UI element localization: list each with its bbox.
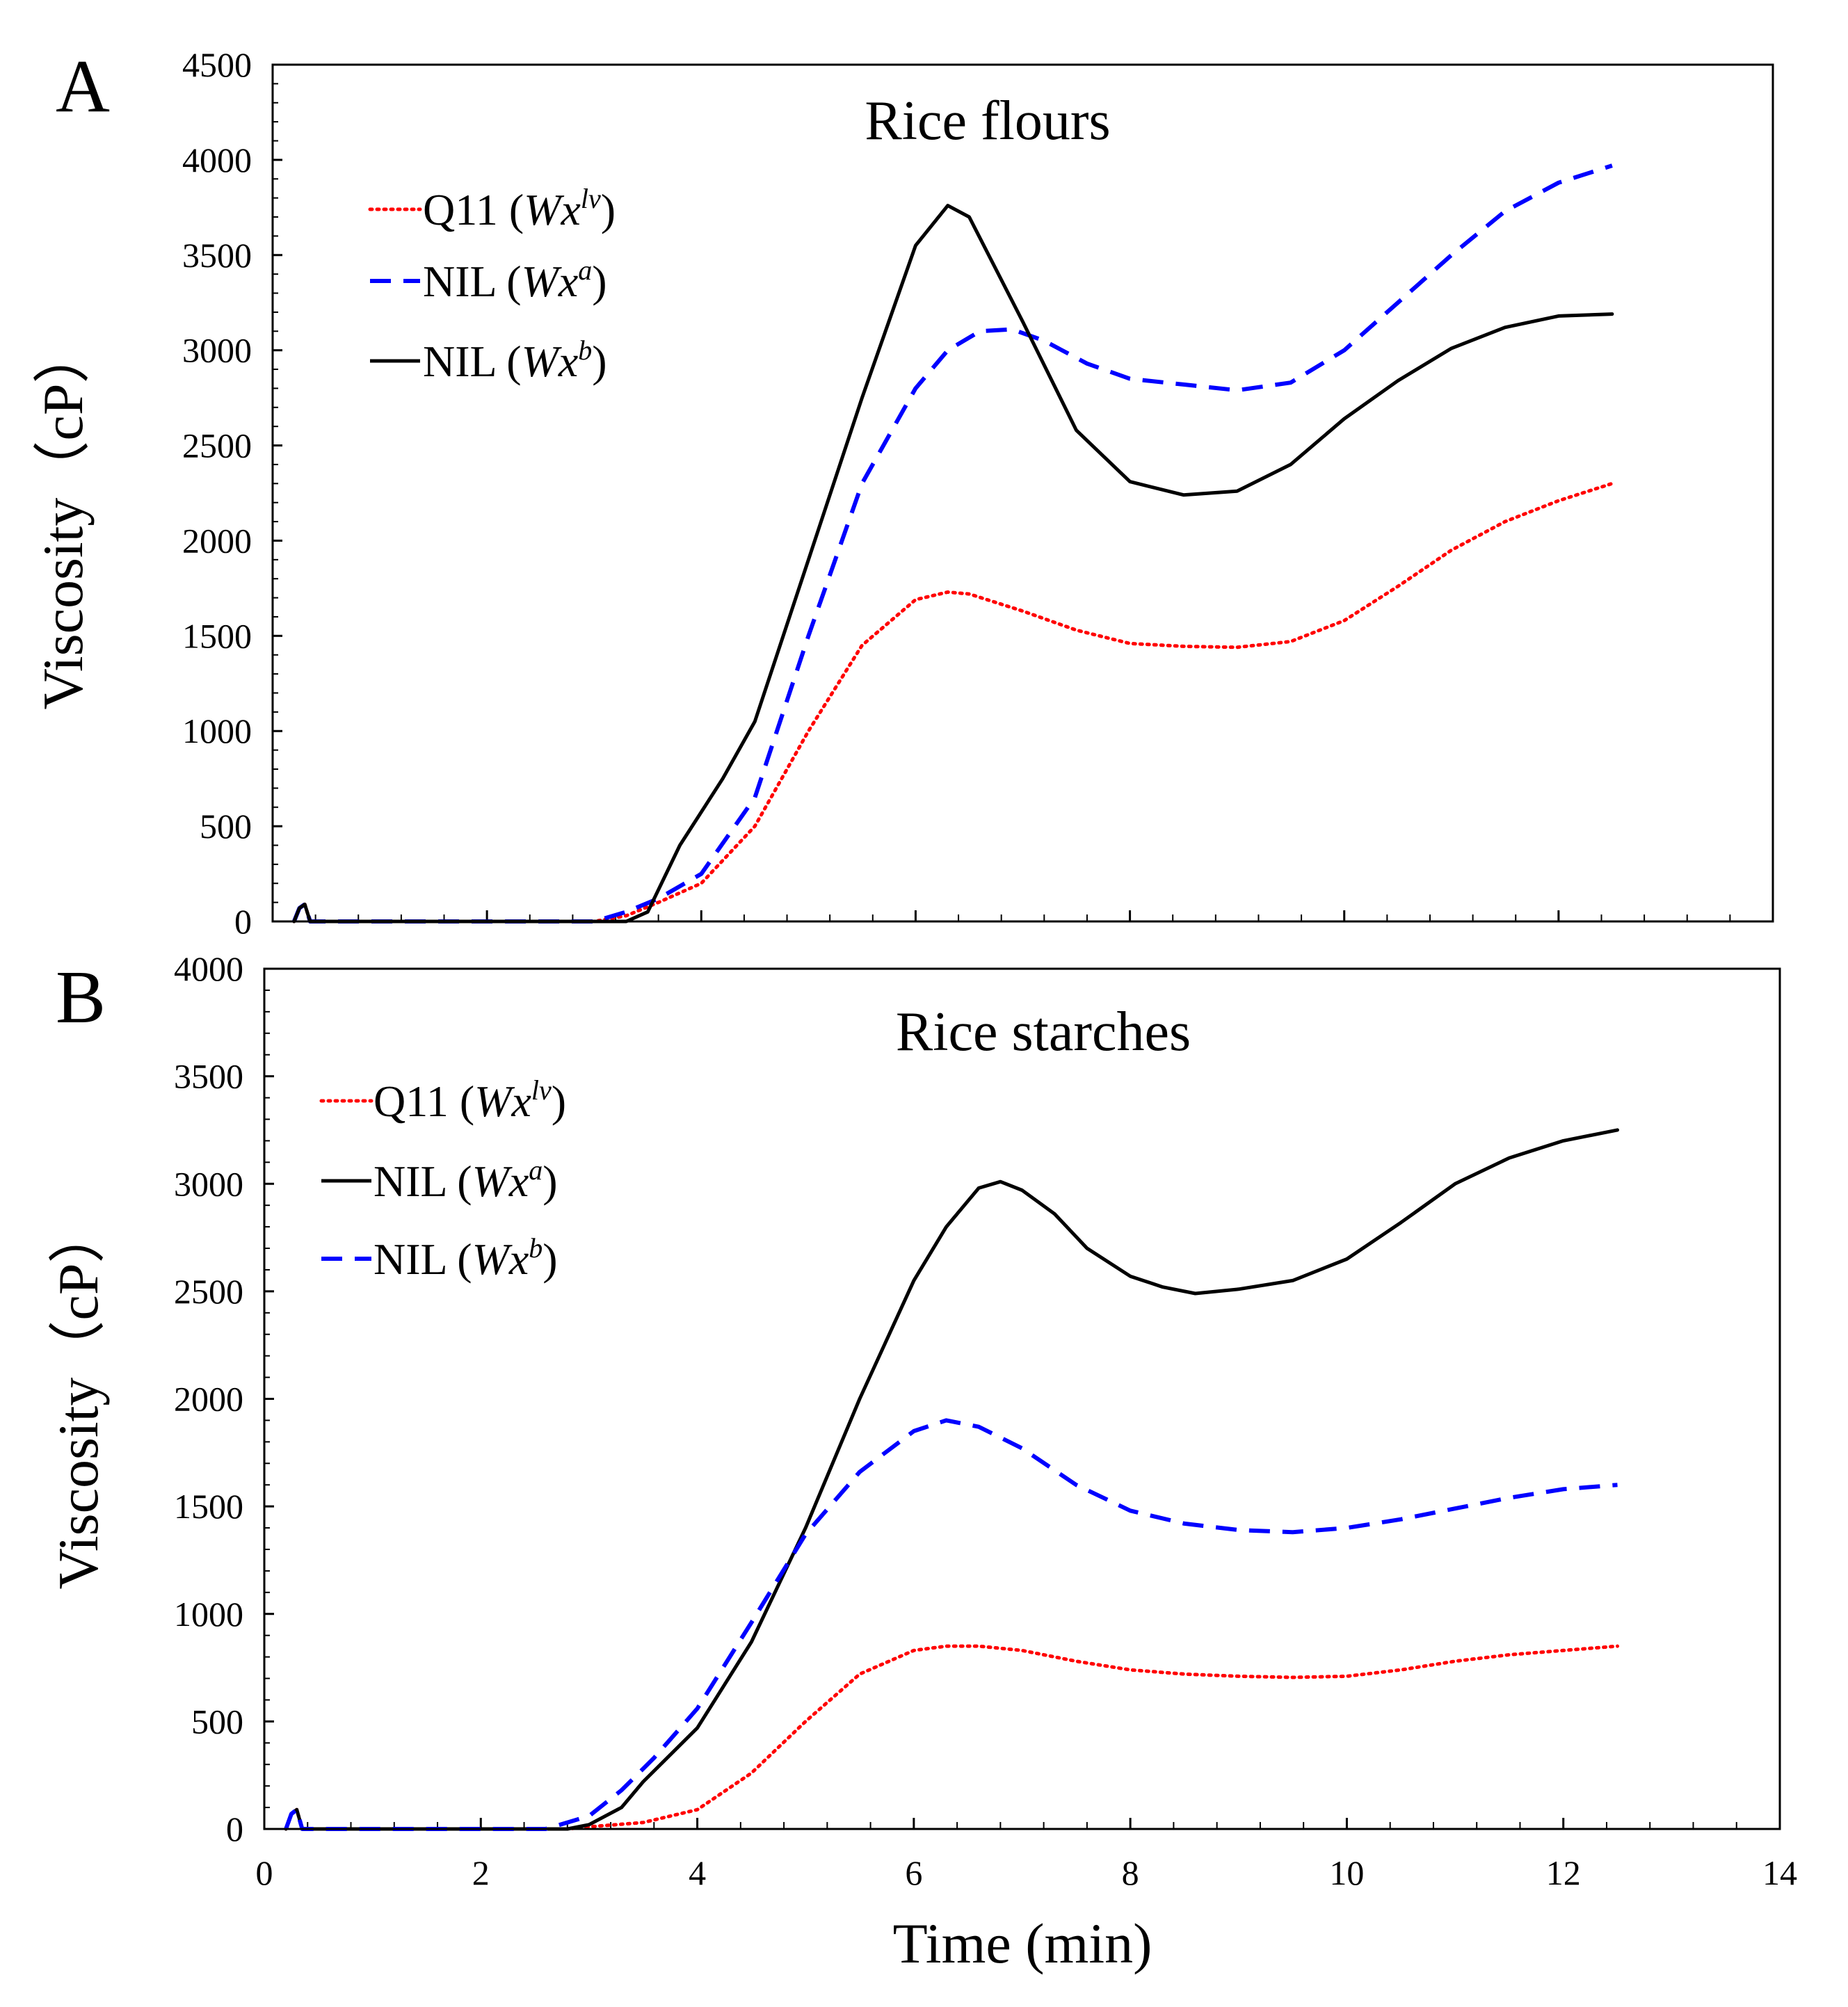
panel-a-legend-item-1: NIL (Wxa)	[370, 255, 607, 306]
panel-a-ticks: 0 500 1000 1500 2000 2500 3000 3500 4000 4500	[182, 45, 1774, 941]
panel-b-x-tick-label: 8	[1122, 1853, 1139, 1892]
panel-b-y-tick-label: 3500	[174, 1057, 243, 1096]
panel-a-y-tick-label: 4500	[182, 45, 252, 84]
panel-a-legend-suffix-1: )	[592, 257, 606, 306]
panel-a-legend-item-0: Q11 (Wxlv)	[368, 183, 616, 234]
panel-a-legend-suffix-2: )	[592, 337, 606, 386]
panel-b-plot-frame	[263, 967, 1781, 1830]
panel-b-legend-label-2: NIL (	[373, 1234, 472, 1284]
panel-b-y-tick-label: 2500	[174, 1272, 243, 1311]
panel-a-legend-label-2: NIL (	[423, 337, 522, 386]
panel-b-y-tick-label: 4000	[174, 949, 243, 988]
panel-b-y-tick-label: 1000	[174, 1595, 243, 1634]
panel-b: B Rice starches Viscosity（cP） 0 500 1000 15…	[47, 949, 1797, 1975]
panel-a-legend-label-1: NIL (	[423, 257, 522, 306]
panel-a-y-axis-title: Viscosity（cP）	[31, 327, 95, 710]
panel-a-legend-italic-2: Wx	[522, 337, 579, 386]
panel-letter-b: B	[56, 956, 106, 1039]
panel-b-legend-item-1: NIL (Wxa)	[321, 1154, 558, 1206]
panel-a-plot-frame	[271, 63, 1774, 923]
panel-b-legend-italic-2: Wx	[472, 1234, 529, 1284]
panel-a-y-tick-label: 500	[200, 807, 252, 846]
panel-a-legend-sup-0: lv	[581, 183, 601, 214]
panel-b-x-axis-title: Time (min)	[893, 1912, 1152, 1975]
panel-b-y-axis-title: Viscosity（cP）	[47, 1207, 110, 1590]
panel-b-legend-label-0: Q11 (	[373, 1077, 474, 1126]
panel-b-series-line-0	[284, 1644, 1619, 1831]
panel-b-legend-sup-0: lv	[531, 1074, 552, 1106]
panel-a-legend-label-0: Q11 (	[423, 185, 524, 234]
svg-text:NIL (Wxb): NIL (Wxb)	[423, 334, 607, 386]
panel-b-legend-italic-1: Wx	[472, 1156, 529, 1206]
panel-b-legend-suffix-0: )	[552, 1077, 566, 1126]
panel-b-legend-item-0: Q11 (Wxlv)	[319, 1074, 566, 1126]
panel-b-legend-label-1: NIL (	[373, 1156, 472, 1206]
panel-b-x-tick-label: 2	[472, 1853, 490, 1892]
panel-a-y-tick-label: 2000	[182, 521, 252, 560]
panel-a-legend-italic-1: Wx	[522, 257, 579, 306]
panel-a-legend-item-2: NIL (Wxb)	[370, 334, 607, 386]
panel-a-y-tick-label: 1000	[182, 711, 252, 750]
svg-text:Q11 (Wxlv): Q11 (Wxlv)	[423, 183, 616, 234]
panel-b-legend-italic-0: Wx	[474, 1077, 531, 1126]
panel-a: A Rice flours Viscosity（cP） 0 500 1000 1500…	[31, 45, 1774, 941]
panel-a-y-tick-label: 3000	[182, 331, 252, 370]
panel-b-legend-suffix-1: )	[543, 1156, 557, 1206]
panel-b-x-tick-label: 10	[1329, 1853, 1364, 1892]
panel-a-legend-suffix-0: )	[601, 185, 616, 234]
panel-b-legend-item-2: NIL (Wxb)	[321, 1232, 558, 1284]
panel-b-legend-suffix-2: )	[543, 1234, 557, 1284]
svg-text:NIL (Wxb): NIL (Wxb)	[373, 1232, 558, 1284]
panel-a-legend: Q11 (Wxlv) NIL (Wxa) NIL (Wxb)	[368, 183, 616, 386]
panel-a-title: Rice flours	[865, 90, 1110, 152]
svg-text:Q11 (Wxlv): Q11 (Wxlv)	[373, 1074, 566, 1126]
panel-a-y-tick-label: 3500	[182, 236, 252, 275]
panel-a-y-tick-label: 0	[234, 902, 252, 941]
panel-b-title: Rice starches	[896, 1001, 1191, 1063]
panel-a-legend-italic-0: Wx	[524, 185, 581, 234]
panel-b-x-tick-label: 0	[256, 1853, 273, 1892]
panel-a-y-tick-label: 2500	[182, 426, 252, 465]
panel-a-legend-sup-1: a	[578, 255, 592, 286]
panel-a-legend-sup-2: b	[578, 334, 592, 366]
panel-letter-a: A	[56, 45, 110, 128]
svg-text:NIL (Wxa): NIL (Wxa)	[373, 1154, 558, 1206]
panel-b-y-tick-label: 1500	[174, 1487, 243, 1526]
panel-a-y-tick-label: 1500	[182, 616, 252, 655]
panel-b-legend: Q11 (Wxlv) NIL (Wxa) NIL (Wxb)	[319, 1074, 566, 1284]
panel-b-x-tick-label: 6	[905, 1853, 922, 1892]
panel-b-y-tick-label: 500	[191, 1702, 243, 1741]
panel-b-y-tick-label: 3000	[174, 1164, 243, 1203]
panel-b-y-tick-label: 0	[226, 1809, 243, 1848]
panel-b-legend-sup-1: a	[529, 1154, 543, 1186]
panel-b-x-tick-label: 12	[1546, 1853, 1581, 1892]
svg-text:NIL (Wxa): NIL (Wxa)	[423, 255, 607, 306]
panel-b-y-tick-label: 2000	[174, 1380, 243, 1419]
panel-b-x-tick-label: 14	[1762, 1853, 1797, 1892]
panel-b-legend-sup-2: b	[529, 1232, 543, 1264]
panel-a-y-tick-label: 4000	[182, 140, 252, 179]
panel-b-x-tick-label: 4	[689, 1853, 706, 1892]
panel-b-ticks: 0 500 1000 1500 2000 2500 3000 3500 4000 0 2 4 6 8 10 1…	[174, 949, 1797, 1892]
